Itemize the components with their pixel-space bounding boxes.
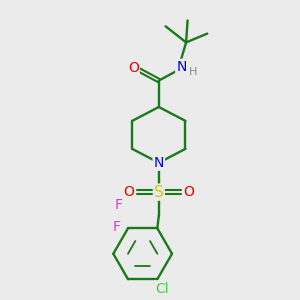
Text: N: N bbox=[154, 156, 164, 170]
Text: O: O bbox=[184, 185, 194, 199]
Text: Cl: Cl bbox=[155, 282, 169, 296]
Text: O: O bbox=[128, 61, 139, 75]
Text: F: F bbox=[113, 220, 121, 234]
Text: S: S bbox=[154, 184, 164, 200]
Text: F: F bbox=[115, 198, 123, 212]
Text: N: N bbox=[176, 60, 187, 74]
Text: H: H bbox=[189, 67, 197, 77]
Text: O: O bbox=[123, 185, 134, 199]
